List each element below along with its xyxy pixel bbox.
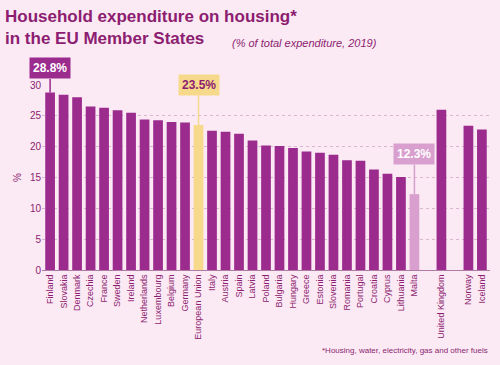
- svg-text:Hungary: Hungary: [288, 274, 298, 309]
- svg-text:Romania: Romania: [342, 275, 352, 311]
- svg-text:Sweden: Sweden: [112, 275, 122, 308]
- svg-text:Slovakia: Slovakia: [59, 275, 69, 309]
- svg-text:30: 30: [30, 80, 42, 91]
- svg-text:Ireland: Ireland: [126, 275, 136, 303]
- svg-text:Croatia: Croatia: [369, 275, 379, 304]
- svg-text:Finland: Finland: [45, 275, 55, 305]
- svg-text:Bulgaria: Bulgaria: [274, 275, 284, 308]
- svg-text:10: 10: [30, 203, 42, 214]
- svg-text:28.8%: 28.8%: [33, 61, 67, 75]
- svg-text:France: France: [99, 275, 109, 303]
- svg-text:5: 5: [35, 234, 41, 245]
- svg-text:Netherlands: Netherlands: [139, 274, 149, 323]
- svg-text:Estonia: Estonia: [315, 275, 325, 305]
- svg-text:Spain: Spain: [234, 275, 244, 298]
- svg-text:Austria: Austria: [220, 275, 230, 303]
- svg-text:Slovenia: Slovenia: [328, 275, 338, 310]
- svg-text:Household expenditure on housi: Household expenditure on housing*in the …: [5, 7, 297, 48]
- svg-text:Malta: Malta: [409, 275, 419, 297]
- svg-text:Luxembourg: Luxembourg: [153, 275, 163, 325]
- svg-text:%: %: [12, 173, 23, 182]
- svg-text:12.3%: 12.3%: [397, 147, 431, 161]
- svg-text:(% of total expenditure, 2019): (% of total expenditure, 2019): [232, 37, 377, 49]
- svg-text:15: 15: [30, 172, 42, 183]
- svg-text:20: 20: [30, 141, 42, 152]
- svg-text:Latvia: Latvia: [247, 275, 257, 299]
- svg-text:0: 0: [35, 265, 41, 276]
- svg-text:Italy: Italy: [207, 274, 217, 291]
- svg-text:Poland: Poland: [261, 275, 271, 303]
- svg-text:United Kingdom: United Kingdom: [436, 275, 446, 339]
- svg-text:Lithuania: Lithuania: [396, 275, 406, 312]
- svg-text:23.5%: 23.5%: [182, 78, 216, 92]
- svg-text:Cyprus: Cyprus: [382, 274, 392, 303]
- svg-text:Denmark: Denmark: [72, 274, 82, 311]
- svg-text:Belgium: Belgium: [166, 275, 176, 308]
- svg-text:Portugal: Portugal: [355, 275, 365, 309]
- svg-text:25: 25: [30, 110, 42, 121]
- svg-text:Germany: Germany: [180, 274, 190, 312]
- svg-text:Norway: Norway: [463, 274, 473, 305]
- svg-text:*Housing, water, electricity,: *Housing, water, electricity, gas and ot…: [322, 346, 488, 355]
- svg-text:Czechia: Czechia: [86, 275, 96, 308]
- svg-text:Greece: Greece: [301, 275, 311, 305]
- svg-text:European Union: European Union: [193, 275, 203, 340]
- svg-text:Iceland: Iceland: [477, 275, 487, 304]
